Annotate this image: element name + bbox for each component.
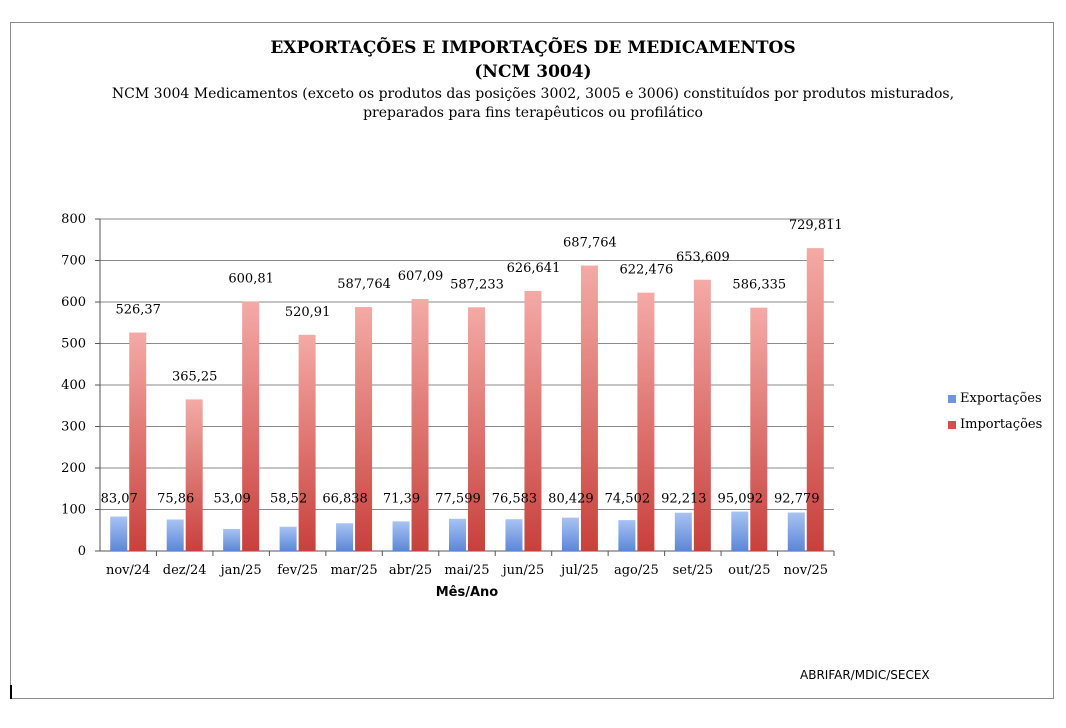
bar-exportacoes xyxy=(618,520,636,551)
x-tick-label: jan/25 xyxy=(219,563,262,578)
x-tick-label: set/25 xyxy=(673,563,714,578)
data-label-exportacoes: 58,52 xyxy=(270,492,307,507)
data-label-importacoes: 586,335 xyxy=(732,278,786,293)
bar-importacoes xyxy=(806,248,824,552)
bar-importacoes xyxy=(129,332,147,551)
y-tick-label: 300 xyxy=(61,420,86,435)
bar-exportacoes xyxy=(392,521,410,551)
text-cursor xyxy=(10,685,12,699)
x-tick-label: abr/25 xyxy=(389,563,432,578)
x-tick-label: jul/25 xyxy=(559,563,598,578)
data-label-importacoes: 729,811 xyxy=(789,218,843,233)
x-tick-label: fev/25 xyxy=(277,563,318,578)
x-tick-label: ago/25 xyxy=(614,563,659,578)
chart-subtitle: NCM 3004 Medicamentos (exceto os produto… xyxy=(111,86,955,102)
data-label-exportacoes: 53,09 xyxy=(214,492,251,507)
y-tick-label: 500 xyxy=(61,337,86,352)
bar-importacoes xyxy=(468,307,485,551)
bar-importacoes xyxy=(411,299,429,551)
data-label-importacoes: 687,764 xyxy=(563,236,617,251)
x-tick-label: jun/25 xyxy=(501,563,545,578)
data-label-importacoes: 622,476 xyxy=(620,263,674,278)
bar-exportacoes xyxy=(279,526,297,551)
x-axis-label: Mês/Ano xyxy=(436,585,499,600)
bar-importacoes xyxy=(637,292,655,551)
data-label-importacoes: 653,609 xyxy=(676,250,730,265)
data-label-importacoes: 526,37 xyxy=(115,303,161,318)
bar-exportacoes xyxy=(505,519,523,551)
data-label-exportacoes: 66,838 xyxy=(322,492,368,507)
chart-title: EXPORTAÇÕES E IMPORTAÇÕES DE MEDICAMENTO… xyxy=(270,38,796,58)
y-tick-label: 700 xyxy=(61,254,86,269)
data-label-importacoes: 587,233 xyxy=(450,277,504,292)
data-label-exportacoes: 74,502 xyxy=(605,492,651,507)
bar-importacoes xyxy=(298,334,316,551)
y-tick-label: 0 xyxy=(78,544,86,559)
data-label-exportacoes: 77,599 xyxy=(435,492,481,507)
x-tick-label: dez/24 xyxy=(163,563,207,578)
legend-label-importacoes: Importações xyxy=(960,417,1043,432)
x-tick-label: out/25 xyxy=(728,563,770,578)
legend-label-exportacoes: Exportações xyxy=(960,391,1042,406)
chart-title-line2: (NCM 3004) xyxy=(474,62,592,82)
data-label-exportacoes: 80,429 xyxy=(548,492,594,507)
bar-importacoes xyxy=(580,265,598,551)
y-tick-label: 100 xyxy=(61,503,86,518)
data-label-exportacoes: 83,07 xyxy=(101,492,138,507)
bar-exportacoes xyxy=(449,518,466,551)
bar-exportacoes xyxy=(223,528,241,551)
bar-importacoes xyxy=(750,307,768,551)
x-tick-label: nov/24 xyxy=(106,563,150,578)
data-label-importacoes: 607,09 xyxy=(398,269,444,284)
bar-importacoes xyxy=(242,301,260,551)
data-label-exportacoes: 75,86 xyxy=(157,492,194,507)
x-tick-label: mai/25 xyxy=(444,563,489,578)
legend-item-importacoes: Importações xyxy=(948,417,1042,432)
x-tick-label: mar/25 xyxy=(330,563,377,578)
y-tick-label: 600 xyxy=(61,295,86,310)
legend-swatch-importacoes xyxy=(948,420,956,429)
chart-frame xyxy=(10,22,1054,699)
bar-exportacoes xyxy=(787,512,805,551)
x-tick-label: nov/25 xyxy=(784,563,828,578)
bar-exportacoes xyxy=(336,523,354,551)
bar-exportacoes xyxy=(731,511,749,551)
data-label-importacoes: 365,25 xyxy=(172,369,218,384)
data-label-exportacoes: 95,092 xyxy=(718,492,764,507)
bar-importacoes xyxy=(185,399,203,551)
legend-item-exportacoes: Exportações xyxy=(948,391,1042,406)
y-tick-label: 800 xyxy=(61,212,86,227)
data-label-importacoes: 626,641 xyxy=(507,261,561,276)
bar-exportacoes xyxy=(561,517,579,551)
bar-exportacoes xyxy=(166,519,184,551)
bar-importacoes xyxy=(693,279,711,551)
data-label-exportacoes: 76,583 xyxy=(492,492,538,507)
bar-importacoes xyxy=(355,307,373,551)
data-label-importacoes: 587,764 xyxy=(337,277,391,292)
bar-exportacoes xyxy=(674,512,692,551)
data-label-importacoes: 520,91 xyxy=(285,305,331,320)
data-label-exportacoes: 92,213 xyxy=(661,492,707,507)
chart-subtitle-line2: preparados para fins terapêuticos ou pro… xyxy=(363,105,703,121)
legend-swatch-exportacoes xyxy=(948,394,956,403)
bar-importacoes xyxy=(524,290,542,551)
data-label-exportacoes: 71,39 xyxy=(383,492,420,507)
data-label-exportacoes: 92,779 xyxy=(774,492,820,507)
source-note: ABRIFAR/MDIC/SECEX xyxy=(800,668,930,682)
y-tick-label: 200 xyxy=(61,461,86,476)
data-label-importacoes: 600,81 xyxy=(228,272,274,287)
y-tick-label: 400 xyxy=(61,378,86,393)
bar-exportacoes xyxy=(110,516,128,551)
